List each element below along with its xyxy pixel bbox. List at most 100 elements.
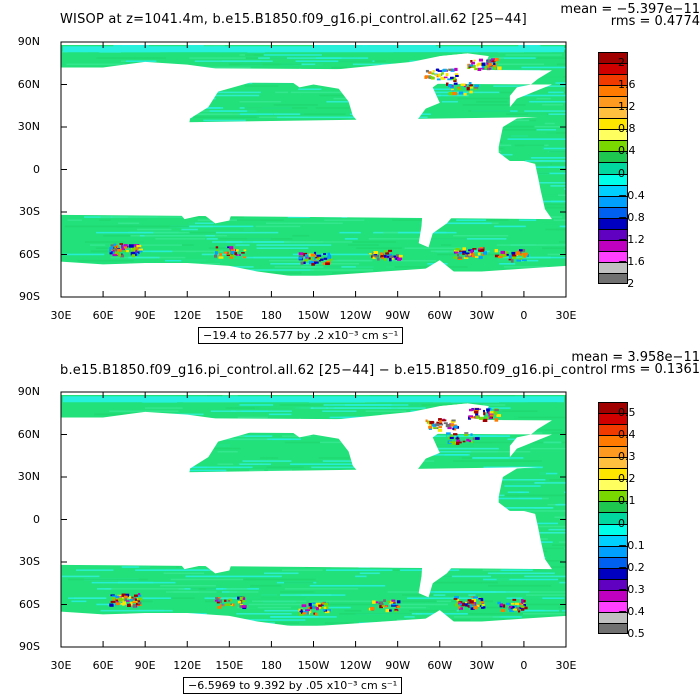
anomaly-cell	[438, 426, 442, 429]
stats-box: mean = 3.958e−11 rms = 0.1361	[525, 351, 700, 376]
ocean-band	[457, 97, 517, 100]
arctic-band	[63, 396, 564, 403]
anomaly-cell	[232, 603, 235, 607]
ocean-band	[135, 569, 209, 571]
anomaly-cell	[469, 84, 473, 87]
ocean-band	[249, 469, 265, 472]
anomaly-cell	[445, 69, 448, 72]
anomaly-cell	[434, 423, 440, 427]
ocean-band	[325, 569, 393, 571]
ocean-band	[493, 85, 549, 87]
anomaly-cell	[500, 608, 505, 613]
colorbar-label: −0.1	[618, 538, 645, 552]
anomaly-cell	[466, 600, 471, 604]
ocean-band	[550, 185, 566, 187]
anomaly-cell	[474, 437, 480, 440]
colorbar-swatch	[598, 622, 628, 635]
anomaly-cell	[524, 606, 528, 610]
anomaly-cell	[309, 257, 313, 260]
anomaly-cell	[500, 250, 506, 254]
anomaly-cell	[381, 605, 385, 607]
anomaly-cell	[216, 600, 220, 604]
land-mass	[61, 117, 552, 220]
colorbar-swatch	[598, 457, 628, 469]
ocean-band	[554, 516, 566, 518]
anomaly-cell	[480, 598, 484, 602]
ocean-band	[494, 135, 555, 137]
colorbar-swatch	[598, 85, 628, 97]
anomaly-cell	[512, 608, 517, 611]
anomaly-cell	[432, 70, 435, 72]
ocean-band	[204, 600, 221, 603]
anomaly-cell	[238, 254, 241, 256]
anomaly-cell	[230, 250, 235, 255]
anomaly-cell	[124, 597, 127, 602]
ocean-band	[264, 609, 306, 612]
ocean-band	[171, 54, 203, 56]
y-tick-label: 30S	[19, 555, 40, 568]
colorbar-swatch	[598, 206, 628, 219]
x-tick-label: 90E	[134, 659, 156, 672]
anomaly-cell	[441, 72, 444, 75]
x-tick-label: 30E	[555, 659, 577, 672]
anomaly-cell	[213, 254, 218, 258]
ocean-band	[550, 163, 566, 165]
anomaly-cell	[308, 257, 311, 260]
map-plot	[60, 391, 567, 648]
colorbar	[598, 52, 628, 285]
anomaly-cell	[494, 67, 499, 71]
ocean-band	[536, 128, 566, 131]
ocean-band	[481, 60, 539, 63]
ocean-band	[250, 584, 282, 587]
ocean-band	[178, 588, 199, 590]
ocean-band	[507, 138, 566, 140]
anomaly-cell	[303, 259, 309, 262]
anomaly-cell	[429, 420, 434, 425]
anomaly-cell	[471, 62, 475, 65]
anomaly-cell	[480, 606, 485, 609]
anomaly-cell	[138, 249, 143, 253]
ocean-band	[555, 82, 566, 84]
ocean-band	[236, 82, 263, 84]
anomaly-cell	[131, 248, 136, 252]
anomaly-cell	[385, 608, 390, 613]
anomaly-cell	[137, 593, 141, 596]
anomaly-cell	[396, 600, 401, 604]
colorbar-label: 0.4	[618, 428, 636, 442]
ocean-band	[469, 441, 544, 444]
ocean-band	[487, 572, 512, 575]
ocean-band	[513, 222, 564, 225]
anomaly-cell	[473, 605, 478, 610]
ocean-band	[511, 572, 555, 575]
anomaly-cell	[114, 248, 118, 252]
colorbar-swatch	[598, 490, 628, 502]
colorbar	[598, 402, 628, 635]
anomaly-cell	[119, 254, 125, 258]
anomaly-cell	[451, 441, 456, 445]
ocean-band	[176, 63, 208, 66]
ocean-band	[387, 591, 429, 593]
ocean-band	[181, 259, 215, 262]
anomaly-cell	[511, 254, 517, 257]
colorbar-swatch	[598, 96, 628, 108]
range-label: −19.4 to 26.577 by .2 x10⁻³ cm s⁻¹	[198, 327, 404, 344]
ocean-band	[298, 88, 322, 91]
anomaly-cell	[137, 600, 141, 603]
anomaly-cell	[109, 247, 114, 250]
colorbar-label: 2	[618, 56, 625, 70]
y-tick-label: 30S	[19, 205, 40, 218]
ocean-band	[476, 100, 508, 103]
anomaly-cell	[233, 249, 237, 252]
ocean-band	[438, 94, 469, 97]
ocean-band	[436, 600, 452, 603]
anomaly-cell	[134, 253, 137, 256]
ocean-band	[235, 244, 250, 246]
anomaly-cell	[482, 603, 485, 606]
anomaly-cell	[471, 598, 477, 603]
anomaly-cell	[488, 417, 492, 420]
anomaly-cell	[494, 409, 499, 412]
ocean-band	[239, 113, 304, 115]
ocean-band	[534, 507, 553, 509]
anomaly-cell	[315, 602, 321, 606]
anomaly-cell	[229, 246, 234, 250]
